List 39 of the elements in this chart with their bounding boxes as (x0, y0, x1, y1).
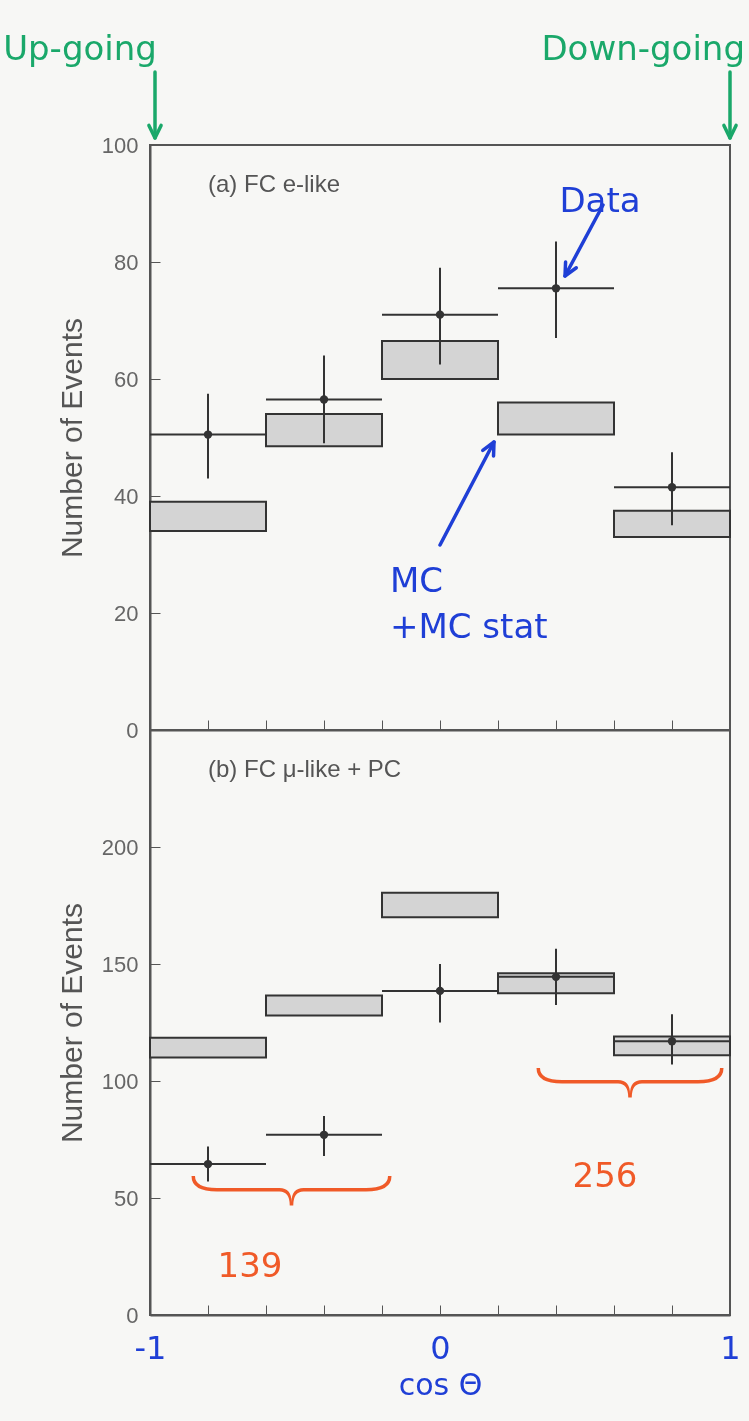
y-tick-label: 60 (114, 366, 139, 392)
x-tick-label: -1 (134, 1328, 167, 1367)
bar (497, 401, 615, 436)
annotation: Data (559, 180, 641, 220)
annotation: 256 (572, 1155, 638, 1195)
text: Up-going (3, 28, 157, 68)
point (319, 395, 329, 404)
point (435, 986, 445, 996)
y-tick-label: 80 (114, 249, 139, 275)
y-tick-label: 100 (101, 1068, 139, 1094)
bar (149, 1036, 267, 1059)
y-tick-label: 40 (114, 483, 139, 509)
text: (b) FC μ-like + PC (208, 755, 402, 782)
point (667, 1037, 677, 1046)
point (435, 310, 445, 319)
point (551, 284, 561, 293)
x-tick-label: 1 (720, 1328, 741, 1367)
y-tick-label: 100 (101, 132, 139, 158)
point (667, 483, 677, 492)
y-tick-label: 0 (126, 1302, 139, 1328)
text: (a) FC e-like (208, 170, 341, 197)
y-tick-label: 50 (114, 1185, 139, 1211)
point (319, 1130, 329, 1139)
bar (149, 500, 267, 533)
y-axis-title: Number of Events (54, 317, 88, 559)
x-axis-title: cos Θ (398, 1366, 483, 1402)
bar (265, 994, 383, 1017)
y-tick-label: 20 (114, 600, 139, 626)
x-tick-label: 0 (430, 1328, 451, 1367)
point (203, 430, 213, 439)
y-tick-label: 200 (101, 834, 139, 860)
annotation: 139 (217, 1245, 283, 1285)
y-tick-label: 0 (126, 717, 139, 743)
annotation: MC +MC stat (390, 560, 548, 646)
point (203, 1159, 213, 1169)
text: Down-going (541, 28, 745, 68)
y-tick-label: 150 (101, 951, 139, 977)
bar (381, 891, 499, 919)
y-axis-title: Number of Events (54, 902, 88, 1144)
